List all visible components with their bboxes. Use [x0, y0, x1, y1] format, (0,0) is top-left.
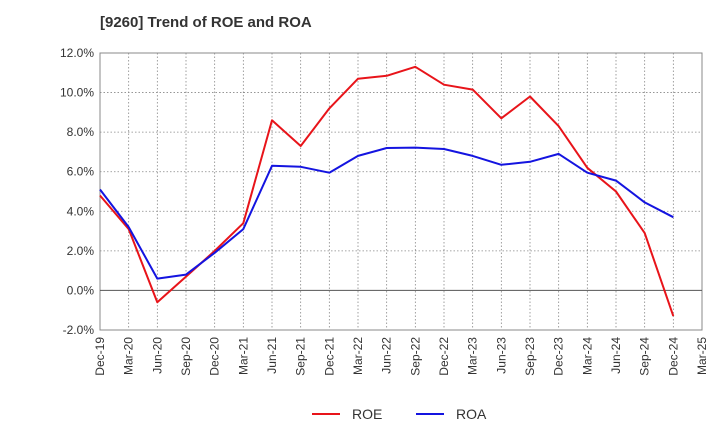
y-tick-label: 10.0%: [60, 86, 94, 100]
y-tick-label: 6.0%: [67, 165, 95, 179]
x-tick-label: Dec-22: [437, 337, 451, 376]
series-line-roa: [99, 146, 674, 280]
legend-label: ROE: [352, 406, 382, 422]
grid-lines: [100, 53, 702, 330]
x-tick-label: Dec-21: [322, 337, 336, 376]
x-tick-label: Sep-24: [638, 337, 652, 376]
x-tick-label: Jun-22: [380, 337, 394, 374]
plot-frame: [99, 52, 703, 331]
legend-label: ROA: [456, 406, 487, 422]
y-axis-ticks: -2.0% 0.0% 2.0% 4.0% 6.0% 8.0% 10.0% 12.0%: [60, 46, 94, 337]
x-tick-label: Sep-23: [523, 337, 537, 376]
x-tick-label: Sep-22: [408, 337, 422, 376]
y-tick-label: 0.0%: [67, 283, 95, 297]
x-tick-label: Mar-22: [351, 337, 365, 375]
x-tick-label: Sep-21: [294, 337, 308, 376]
x-axis-ticks: Dec-19 Mar-20 Jun-20 Sep-20 Dec-20 Mar-21 Jun-…: [93, 337, 709, 376]
y-tick-label: 4.0%: [67, 204, 95, 218]
x-tick-label: Mar-20: [122, 337, 136, 375]
x-tick-label: Dec-24: [666, 337, 680, 376]
x-tick-label: Jun-24: [609, 337, 623, 374]
x-tick-label: Mar-24: [580, 337, 594, 375]
x-tick-label: Jun-21: [265, 337, 279, 374]
x-tick-label: Dec-23: [552, 337, 566, 376]
y-tick-label: -2.0%: [63, 323, 95, 337]
series-lines: [99, 65, 675, 317]
x-tick-label: Dec-20: [208, 337, 222, 376]
x-tick-label: Jun-20: [150, 337, 164, 374]
chart-title: [9260] Trend of ROE and ROA: [100, 14, 312, 31]
x-tick-label: Mar-25: [695, 337, 709, 375]
legend: ROE ROA: [312, 406, 487, 422]
legend-item-roe: ROE: [312, 406, 382, 422]
x-tick-label: Dec-19: [93, 337, 107, 376]
x-tick-label: Jun-23: [494, 337, 508, 374]
legend-item-roa: ROA: [416, 406, 487, 422]
plot-area: [99, 52, 703, 331]
y-tick-label: 12.0%: [60, 46, 94, 60]
y-tick-label: 8.0%: [67, 125, 95, 139]
x-tick-label: Sep-20: [179, 337, 193, 376]
x-tick-label: Mar-21: [236, 337, 250, 375]
y-tick-label: 2.0%: [67, 244, 95, 258]
x-tick-label: Mar-23: [466, 337, 480, 375]
